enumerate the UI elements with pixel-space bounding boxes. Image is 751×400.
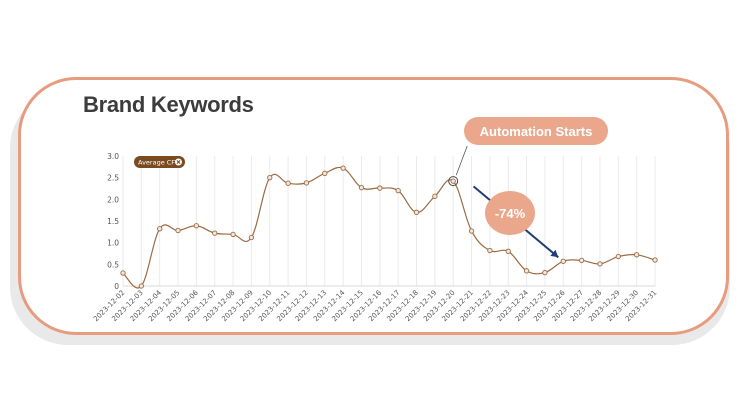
data-point[interactable] (560, 258, 566, 264)
series-points (120, 165, 658, 289)
series-line-average-cft (122, 166, 656, 289)
chart-title: Brand Keywords (83, 92, 254, 117)
data-point[interactable] (395, 188, 401, 194)
x-axis-ticks: 2023-12-022023-12-032023-12-042023-12-05… (92, 288, 658, 323)
data-point[interactable] (322, 170, 328, 176)
data-point[interactable] (248, 234, 255, 241)
data-point[interactable] (487, 247, 493, 254)
y-axis-ticks: 0 0.5 1.0 1.5 2.0 2.5 3.0 (107, 152, 119, 291)
data-point[interactable] (634, 252, 640, 258)
highlight-ring (448, 176, 459, 187)
data-point[interactable] (450, 178, 456, 184)
data-point[interactable] (523, 268, 530, 274)
data-point[interactable] (175, 227, 181, 234)
data-point[interactable] (468, 228, 475, 234)
data-point[interactable] (230, 231, 236, 238)
y-tick-label: 3.0 (107, 152, 119, 161)
data-point[interactable] (652, 257, 658, 263)
data-point[interactable] (413, 209, 420, 215)
data-point[interactable] (285, 180, 291, 186)
data-point[interactable] (193, 223, 200, 229)
data-point[interactable] (505, 248, 511, 254)
data-point[interactable] (267, 175, 273, 181)
automation-starts-callout: Automation Starts (464, 117, 608, 145)
y-tick-label: 1.0 (107, 239, 119, 248)
grid-lines (122, 156, 656, 287)
legend[interactable]: Average CFT (134, 156, 185, 168)
data-point[interactable] (340, 165, 346, 171)
data-point[interactable] (120, 270, 126, 276)
data-point[interactable] (597, 261, 603, 267)
data-point[interactable] (615, 253, 621, 260)
data-point[interactable] (138, 283, 144, 289)
change-badge: -74% (485, 191, 535, 235)
y-tick-label: 2.5 (107, 174, 119, 183)
legend-close-glyph (176, 160, 181, 164)
legend-pill[interactable] (134, 156, 185, 168)
data-point[interactable] (358, 184, 365, 191)
y-tick-label: 2.0 (107, 195, 119, 204)
y-tick-label: 0.5 (107, 260, 119, 269)
data-point[interactable] (377, 185, 383, 191)
y-tick-label: 0 (114, 282, 119, 291)
data-point[interactable] (157, 226, 163, 232)
data-point[interactable] (303, 180, 310, 186)
y-tick-label: 1.5 (107, 217, 119, 226)
legend-label: Average CFT (138, 159, 179, 167)
chart-card (18, 77, 729, 335)
data-point[interactable] (542, 269, 548, 276)
data-point[interactable] (432, 193, 438, 199)
data-point[interactable] (578, 257, 585, 264)
data-point[interactable] (212, 230, 218, 236)
callout-leader-line (455, 145, 468, 176)
trend-arrow-head (550, 249, 559, 258)
